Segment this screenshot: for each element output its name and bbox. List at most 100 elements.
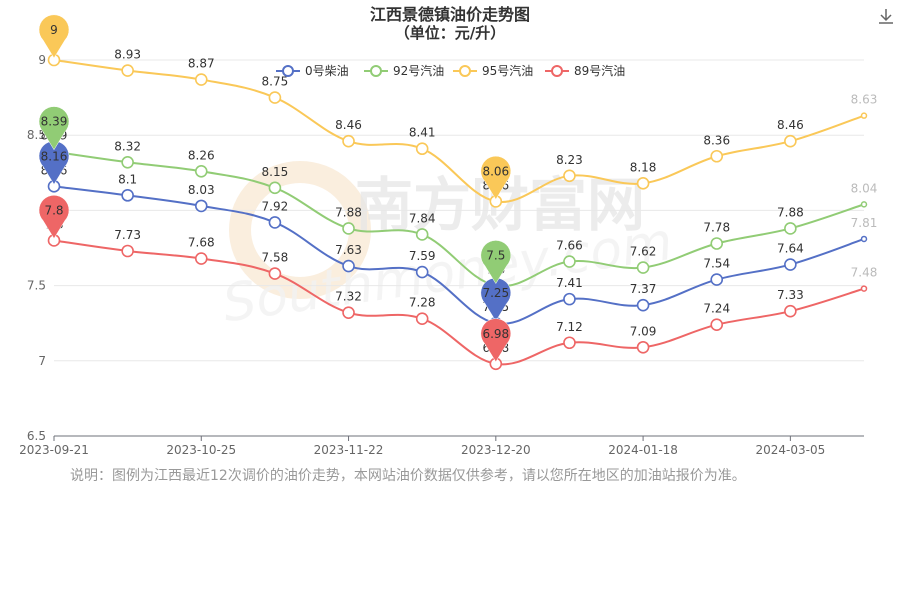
data-point	[563, 169, 576, 183]
legend-symbol	[459, 65, 471, 77]
legend-item-3[interactable]: 89号汽油	[545, 63, 625, 78]
legend-label: 0号柴油	[305, 64, 349, 78]
data-point	[194, 252, 208, 265]
data-label: 8.26	[188, 148, 215, 162]
marker-value: 8.06	[482, 164, 509, 178]
extreme-markers: 8.167.258.397.598.067.86.98	[38, 14, 511, 363]
data-point	[342, 259, 355, 273]
marker-value: 8.39	[41, 115, 68, 129]
legend-item-1[interactable]: 92号汽油	[364, 63, 444, 78]
data-point	[268, 91, 282, 104]
data-label: 7.33	[777, 288, 804, 302]
x-tick-label: 2024-03-05	[755, 443, 825, 457]
data-label: 7.88	[335, 205, 362, 219]
data-point	[710, 273, 724, 286]
data-point	[636, 298, 650, 312]
data-point	[415, 228, 429, 241]
legend-item-2[interactable]: 95号汽油	[453, 63, 533, 78]
x-tick-label: 2023-10-25	[166, 443, 236, 457]
data-point	[121, 189, 134, 202]
data-label: 7.63	[335, 243, 362, 257]
max-marker: 8.39	[38, 106, 70, 151]
data-point	[342, 222, 355, 235]
data-label: 8.41	[409, 126, 436, 140]
data-point	[415, 265, 429, 279]
legend-label: 89号汽油	[574, 63, 625, 78]
data-label: 8.63	[851, 93, 878, 107]
y-tick-label: 6.5	[27, 429, 46, 443]
data-label: 7.09	[630, 324, 657, 338]
legend-item-0[interactable]: 0号柴油	[276, 64, 349, 78]
min-marker: 8.06	[480, 155, 511, 200]
data-point	[860, 285, 868, 292]
data-point	[415, 312, 429, 325]
x-tick-label: 2024-01-18	[608, 443, 678, 457]
data-label: 7.58	[262, 251, 289, 265]
data-label: 8.15	[262, 165, 289, 179]
data-point	[710, 318, 724, 332]
data-label: 8.32	[114, 139, 141, 153]
data-point	[268, 216, 282, 229]
legend[interactable]: 0号柴油 92号汽油 95号汽油 89号汽油	[276, 63, 625, 78]
legend-label: 95号汽油	[482, 63, 533, 78]
grid	[54, 59, 864, 437]
y-tick-label: 7	[38, 354, 46, 368]
legend-symbol	[370, 65, 382, 77]
data-label: 7.28	[409, 296, 436, 310]
max-marker: 9	[38, 14, 70, 59]
x-tick-label: 2023-11-22	[314, 443, 384, 457]
data-label: 8.23	[556, 153, 583, 167]
chart-note: 说明：图例为江西最近12次调价的油价走势，本网站油价数据仅供参考，请以您所在地区…	[70, 468, 746, 484]
chart-subtitle: （单位：元/升）	[395, 24, 505, 42]
data-point	[636, 177, 650, 190]
legend-label: 92号汽油	[393, 63, 444, 78]
data-point	[415, 142, 429, 156]
data-point	[194, 164, 208, 178]
data-point	[563, 336, 576, 350]
marker-value: 8.16	[41, 149, 68, 163]
marker-value: 7.5	[486, 249, 505, 263]
data-label: 8.75	[262, 75, 289, 89]
legend-symbol	[551, 65, 563, 77]
data-point	[860, 112, 868, 119]
marker-value: 9	[50, 23, 58, 37]
data-point	[784, 222, 797, 235]
data-point	[121, 244, 134, 258]
data-point	[342, 134, 355, 148]
data-point	[784, 134, 797, 148]
download-icon[interactable]	[876, 6, 896, 26]
data-point	[268, 267, 282, 280]
min-marker: 7.5	[480, 240, 511, 285]
data-label: 8.04	[851, 181, 878, 195]
data-label: 7.48	[851, 266, 878, 280]
data-point	[636, 340, 650, 354]
data-point	[194, 199, 208, 213]
data-label: 7.84	[409, 211, 436, 225]
data-label: 8.46	[777, 118, 804, 132]
data-point	[121, 155, 134, 169]
y-tick-label: 9	[38, 53, 46, 67]
data-label: 7.78	[703, 220, 730, 234]
data-label: 7.62	[630, 245, 657, 259]
data-label: 8.03	[188, 183, 215, 197]
data-label: 8.46	[335, 118, 362, 132]
data-point	[194, 73, 208, 86]
data-points	[47, 53, 868, 371]
data-point	[784, 304, 797, 318]
chart-title: 江西景德镇油价走势图	[370, 5, 530, 24]
data-label: 7.37	[630, 282, 657, 296]
marker-pin-icon	[480, 240, 511, 285]
data-label: 7.64	[777, 242, 804, 256]
data-point	[710, 237, 724, 250]
data-point	[563, 255, 576, 268]
marker-value: 7.25	[482, 286, 509, 300]
y-tick-label: 8.5	[27, 128, 46, 142]
x-tick-label: 2023-09-21	[19, 443, 89, 457]
data-label: 7.24	[703, 302, 730, 316]
data-label: 8.36	[703, 133, 730, 147]
data-label: 7.68	[188, 236, 215, 250]
marker-value: 6.98	[482, 327, 509, 341]
marker-pin-icon	[480, 155, 511, 200]
y-tick-label: 7.5	[27, 279, 46, 293]
